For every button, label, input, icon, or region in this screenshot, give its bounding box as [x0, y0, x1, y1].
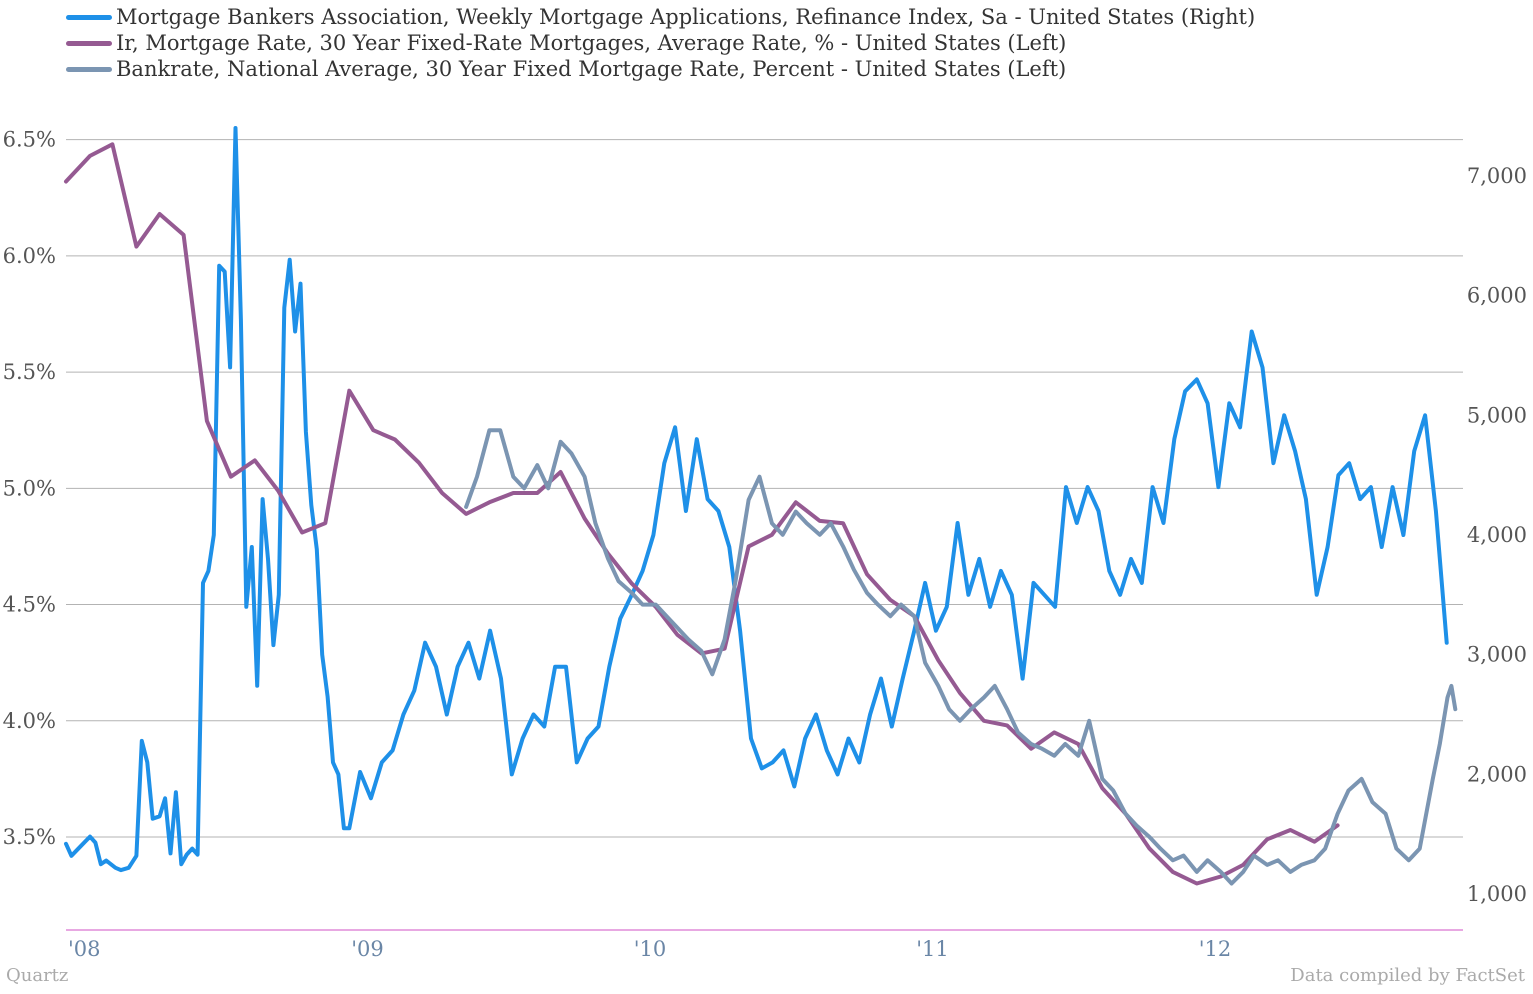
- legend-item-ir: Ir, Mortgage Rate, 30 Year Fixed-Rate Mo…: [66, 30, 1255, 56]
- y-right-tick-label: 3,000: [1467, 643, 1527, 667]
- legend-swatch-bankrate: [66, 66, 112, 72]
- y-left-tick-label: 4.5%: [3, 593, 56, 617]
- y-right-tick-label: 1,000: [1467, 882, 1527, 906]
- y-left-tick-label: 6.0%: [3, 244, 56, 268]
- footer-source-right: Data compiled by FactSet: [1290, 965, 1525, 986]
- chart-legend: Mortgage Bankers Association, Weekly Mor…: [66, 4, 1255, 82]
- y-axis-left: 3.5% 4.0% 4.5% 5.0% 5.5% 6.0% 6.5%: [3, 128, 56, 849]
- x-tick-label: '11: [916, 937, 949, 961]
- gridlines: [66, 139, 1463, 931]
- y-axis-right: 1,000 2,000 3,000 4,000 5,000 6,000 7,000: [1467, 164, 1527, 906]
- y-right-tick-label: 7,000: [1467, 164, 1527, 188]
- footer-source-left: Quartz: [6, 965, 69, 986]
- series-line-ir: [64, 142, 1340, 886]
- y-left-tick-label: 4.0%: [3, 709, 56, 733]
- series-line-refi: [64, 126, 1449, 873]
- y-left-tick-label: 5.0%: [3, 476, 56, 500]
- x-tick-label: '09: [351, 937, 384, 961]
- x-tick-label: '12: [1199, 937, 1232, 961]
- legend-item-bankrate: Bankrate, National Average, 30 Year Fixe…: [66, 56, 1255, 82]
- y-right-tick-label: 2,000: [1467, 762, 1527, 786]
- legend-swatch-refi: [66, 14, 112, 20]
- legend-label-bankrate: Bankrate, National Average, 30 Year Fixe…: [116, 57, 1067, 81]
- y-right-tick-label: 4,000: [1467, 523, 1527, 547]
- legend-label-refi: Mortgage Bankers Association, Weekly Mor…: [116, 5, 1256, 29]
- y-left-tick-label: 3.5%: [3, 825, 56, 849]
- y-right-tick-label: 6,000: [1467, 284, 1527, 308]
- x-tick-label: '10: [634, 937, 667, 961]
- series-lines: [64, 126, 1458, 886]
- series-line-bankrate: [464, 428, 1458, 886]
- x-tick-label: '08: [68, 937, 101, 961]
- legend-swatch-ir: [66, 40, 112, 46]
- y-right-tick-label: 5,000: [1467, 403, 1527, 427]
- y-left-tick-label: 5.5%: [3, 360, 56, 384]
- x-axis: '08 '09 '10 '11 '12: [68, 937, 1231, 961]
- y-left-tick-label: 6.5%: [3, 128, 56, 152]
- legend-label-ir: Ir, Mortgage Rate, 30 Year Fixed-Rate Mo…: [116, 31, 1067, 55]
- legend-item-refi: Mortgage Bankers Association, Weekly Mor…: [66, 4, 1255, 30]
